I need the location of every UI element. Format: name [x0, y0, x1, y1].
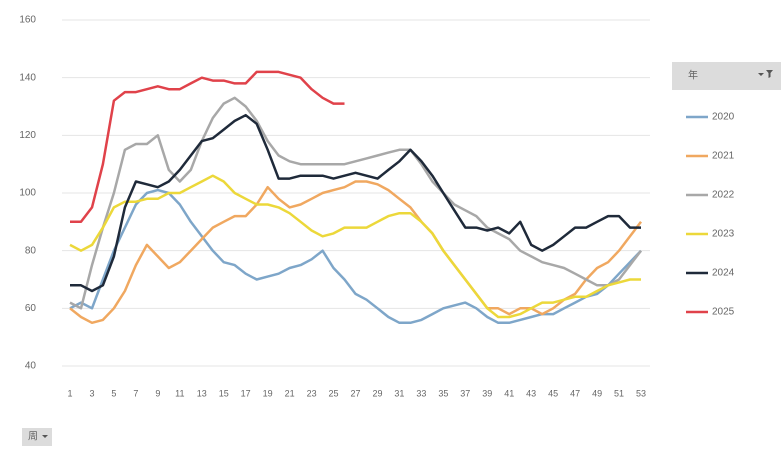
x-tick-label: 39 — [482, 388, 492, 398]
x-tick-label: 47 — [570, 388, 580, 398]
y-tick-label: 80 — [25, 245, 37, 256]
x-tick-label: 17 — [241, 388, 251, 398]
series-line — [70, 70, 345, 224]
field-button[interactable] — [22, 428, 52, 446]
legend-label: 2024 — [712, 268, 735, 279]
x-tick-label: 7 — [133, 388, 138, 398]
filter-icon[interactable] — [758, 70, 773, 78]
series-line — [69, 96, 642, 310]
x-tick-label: 43 — [526, 388, 536, 398]
dropdown-arrow — [42, 435, 48, 438]
x-tick-label: 53 — [636, 388, 646, 398]
x-tick-label: 49 — [592, 388, 602, 398]
x-tick-label: 23 — [307, 388, 317, 398]
y-tick-label: 40 — [25, 361, 37, 372]
y-tick-label: 100 — [19, 188, 36, 199]
legend-title: 年 — [688, 69, 698, 82]
x-tick-label: 27 — [350, 388, 360, 398]
legend-header[interactable] — [672, 62, 781, 90]
x-tick-label: 45 — [548, 388, 558, 398]
series-line — [69, 180, 642, 325]
x-tick-label: 31 — [394, 388, 404, 398]
y-tick-label: 60 — [25, 303, 37, 314]
x-tick-label: 41 — [504, 388, 514, 398]
x-tick-label: 9 — [155, 388, 160, 398]
y-tick-label: 160 — [19, 15, 36, 26]
x-tick-label: 5 — [111, 388, 116, 398]
x-tick-label: 33 — [416, 388, 426, 398]
x-tick-label: 21 — [285, 388, 295, 398]
legend-label: 2021 — [712, 151, 735, 162]
x-tick-label: 13 — [197, 388, 207, 398]
legend-label: 2022 — [712, 190, 735, 201]
y-tick-label: 140 — [19, 72, 36, 83]
series-line — [69, 174, 641, 319]
series-line — [69, 188, 642, 325]
x-tick-label: 35 — [438, 388, 448, 398]
x-tick-label: 19 — [263, 388, 273, 398]
series-line — [70, 113, 641, 293]
x-tick-label: 15 — [219, 388, 229, 398]
legend-label: 2025 — [712, 307, 735, 318]
x-tick-label: 11 — [175, 388, 184, 398]
x-tick-label: 37 — [460, 388, 470, 398]
y-tick-label: 120 — [19, 130, 36, 141]
x-tick-label: 3 — [89, 388, 94, 398]
x-tick-label: 1 — [67, 388, 72, 398]
x-tick-label: 29 — [372, 388, 382, 398]
legend-label: 2023 — [712, 229, 735, 240]
x-tick-label: 51 — [614, 388, 624, 398]
x-tick-label: 25 — [329, 388, 339, 398]
field-button-label: 周 — [28, 431, 38, 443]
legend-label: 2020 — [712, 112, 735, 123]
